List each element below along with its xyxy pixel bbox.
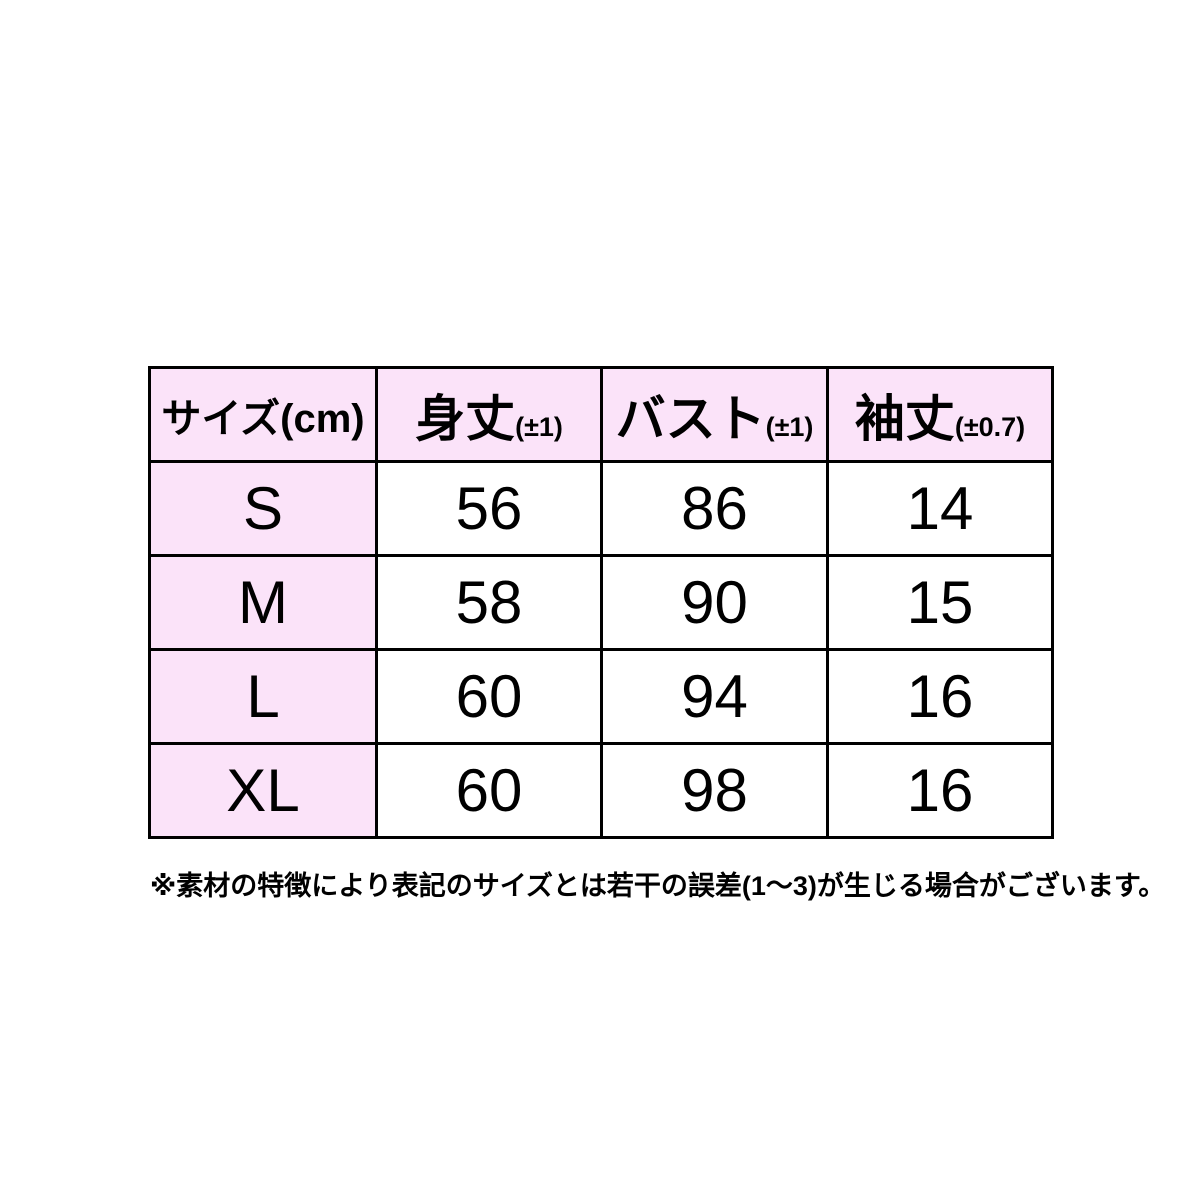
- size-cell: XL: [148, 742, 378, 839]
- body-length-cell: 58: [375, 554, 603, 651]
- table-row: S 56 86 14: [148, 460, 1054, 557]
- table-row: M 58 90 15: [148, 554, 1054, 651]
- col-header-size: サイズ(cm): [148, 366, 378, 463]
- size-chart-table: サイズ(cm) 身丈(±1) バスト(±1) 袖丈(±0.7) S 56 86 …: [148, 366, 1054, 839]
- sleeve-cell: 16: [826, 648, 1054, 745]
- body-length-cell: 56: [375, 460, 603, 557]
- col-header-bust-label: バスト: [615, 390, 766, 447]
- body-length-cell: 60: [375, 648, 603, 745]
- header-row: サイズ(cm) 身丈(±1) バスト(±1) 袖丈(±0.7): [148, 366, 1054, 463]
- size-cell: L: [148, 648, 378, 745]
- col-header-bust-tolerance: (±1): [765, 411, 814, 442]
- table-row: XL 60 98 16: [148, 742, 1054, 839]
- bust-cell: 90: [600, 554, 829, 651]
- col-header-body-length-label: 身丈: [415, 390, 516, 447]
- bust-cell: 94: [600, 648, 829, 745]
- col-header-sleeve-tolerance: (±0.7): [954, 411, 1026, 442]
- col-header-body-length: 身丈(±1): [375, 366, 603, 463]
- size-cell: S: [148, 460, 378, 557]
- bust-cell: 86: [600, 460, 829, 557]
- col-header-sleeve: 袖丈(±0.7): [826, 366, 1054, 463]
- col-header-size-label: サイズ(cm): [161, 396, 365, 441]
- sleeve-cell: 15: [826, 554, 1054, 651]
- col-header-bust: バスト(±1): [600, 366, 829, 463]
- body-length-cell: 60: [375, 742, 603, 839]
- bust-cell: 98: [600, 742, 829, 839]
- material-tolerance-footnote: ※素材の特徴により表記のサイズとは若干の誤差(1〜3)が生じる場合がございます。: [150, 871, 1166, 901]
- sleeve-cell: 14: [826, 460, 1054, 557]
- size-cell: M: [148, 554, 378, 651]
- table-row: L 60 94 16: [148, 648, 1054, 745]
- sleeve-cell: 16: [826, 742, 1054, 839]
- col-header-body-length-tolerance: (±1): [515, 411, 563, 442]
- col-header-sleeve-label: 袖丈: [854, 390, 955, 447]
